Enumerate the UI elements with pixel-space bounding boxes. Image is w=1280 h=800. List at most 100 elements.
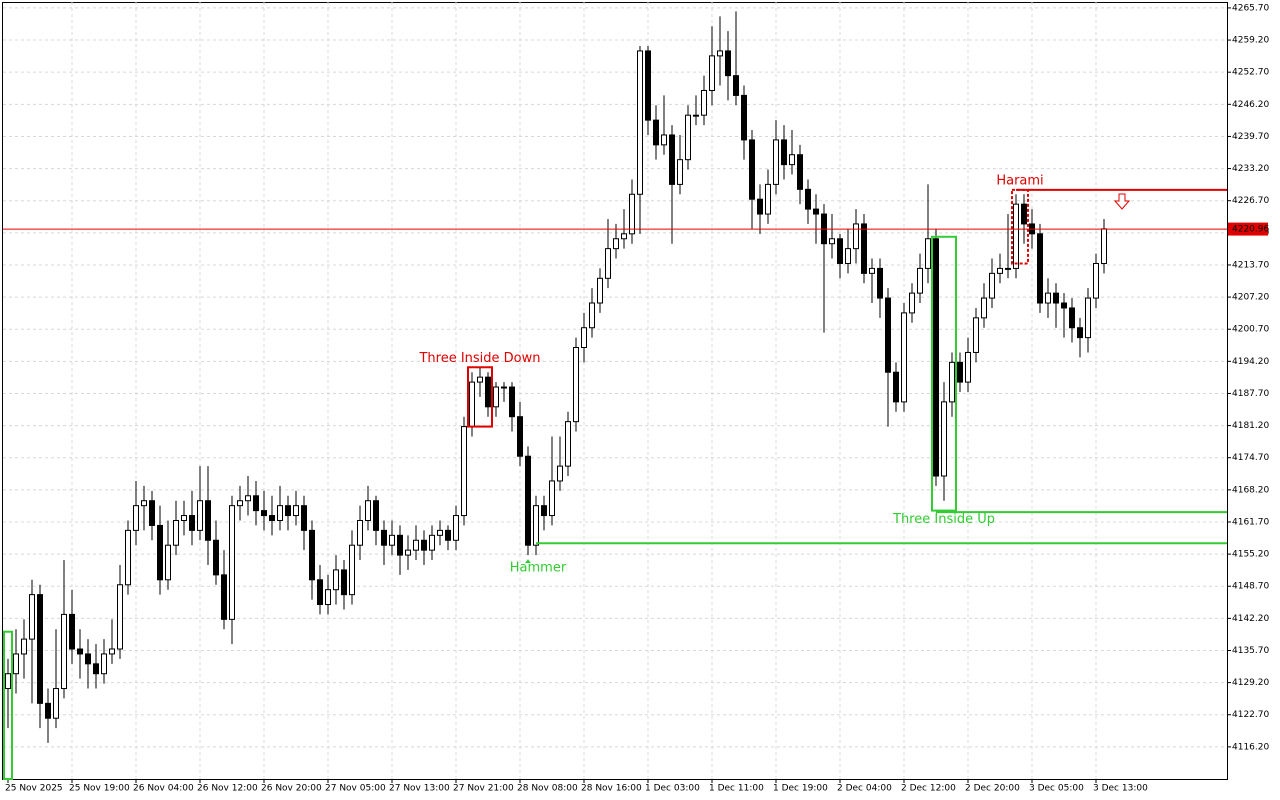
y-tick-label: 4174.70 bbox=[1232, 453, 1269, 463]
candle-body bbox=[269, 515, 275, 521]
candle-body bbox=[525, 455, 531, 546]
candle-body bbox=[565, 421, 571, 467]
candle-body bbox=[381, 529, 387, 546]
pattern-box bbox=[467, 366, 493, 428]
candle-body bbox=[405, 549, 411, 556]
candle-body bbox=[461, 426, 467, 517]
candle-body bbox=[1045, 292, 1051, 304]
sell-arrow bbox=[1113, 193, 1131, 210]
candle-body bbox=[869, 267, 875, 274]
candle-body bbox=[21, 638, 27, 655]
candle-body bbox=[797, 154, 803, 190]
x-tick-label: 27 Nov 05:00 bbox=[325, 784, 386, 794]
x-tick-label: 3 Dec 13:00 bbox=[1093, 784, 1148, 794]
candle-body bbox=[885, 297, 891, 373]
candle-body bbox=[1013, 203, 1019, 269]
candle-body bbox=[125, 529, 131, 586]
x-tick-label: 27 Nov 13:00 bbox=[389, 784, 450, 794]
candle-body bbox=[373, 500, 379, 531]
x-tick-label: 26 Nov 20:00 bbox=[261, 784, 322, 794]
candle-body bbox=[173, 519, 179, 546]
pattern-label: Harami bbox=[996, 173, 1043, 188]
candle-body bbox=[717, 50, 723, 57]
candle-body bbox=[829, 238, 835, 245]
x-tick-label: 1 Dec 19:00 bbox=[773, 784, 828, 794]
candle-body bbox=[837, 238, 843, 264]
candle-body bbox=[1037, 233, 1043, 304]
candle-body bbox=[293, 505, 299, 517]
candle-body bbox=[773, 139, 779, 185]
candle-body bbox=[965, 351, 971, 383]
candle-body bbox=[1061, 302, 1067, 309]
candle-body bbox=[877, 267, 883, 299]
candle-body bbox=[61, 613, 67, 690]
candle-body bbox=[1093, 262, 1099, 299]
candle-body bbox=[1101, 228, 1107, 264]
candle-body bbox=[101, 653, 107, 675]
candle-body bbox=[29, 594, 35, 640]
y-tick-label: 4207.20 bbox=[1232, 293, 1269, 303]
plot-frame bbox=[2, 2, 1228, 780]
candle-body bbox=[141, 500, 147, 507]
y-tick-label: 4122.70 bbox=[1232, 710, 1269, 720]
y-tick-label: 4259.20 bbox=[1232, 36, 1269, 46]
y-tick-label: 4200.70 bbox=[1232, 325, 1269, 335]
candle-body bbox=[197, 500, 203, 531]
x-tick-label: 1 Dec 03:00 bbox=[645, 784, 700, 794]
candle-body bbox=[477, 376, 483, 383]
candle-body bbox=[597, 277, 603, 304]
candle-body bbox=[557, 465, 563, 482]
y-tick-label: 4265.70 bbox=[1232, 3, 1269, 13]
candle-body bbox=[109, 648, 115, 655]
candle-body bbox=[485, 376, 491, 408]
candle-body bbox=[77, 648, 83, 655]
y-tick-label: 4168.20 bbox=[1232, 485, 1269, 495]
candle-body bbox=[445, 529, 451, 541]
candle-body bbox=[69, 613, 75, 650]
y-tick-label: 4155.20 bbox=[1232, 550, 1269, 560]
candle-body bbox=[813, 208, 819, 215]
candle-body bbox=[861, 223, 867, 274]
candle-body bbox=[413, 539, 419, 551]
x-tick-label: 25 Nov 19:00 bbox=[69, 784, 130, 794]
candle-body bbox=[685, 114, 691, 161]
x-tick-label: 28 Nov 08:00 bbox=[517, 784, 578, 794]
candle-body bbox=[725, 50, 731, 77]
candle-body bbox=[437, 529, 443, 536]
pattern-box bbox=[931, 235, 957, 512]
candle-body bbox=[221, 574, 227, 620]
candle-body bbox=[181, 515, 187, 521]
candle-body bbox=[749, 139, 755, 200]
x-tick-label: 2 Dec 12:00 bbox=[901, 784, 956, 794]
y-tick-label: 4213.70 bbox=[1232, 260, 1269, 270]
candle-body bbox=[949, 361, 955, 403]
candle-body bbox=[341, 569, 347, 596]
candle-body bbox=[957, 361, 963, 383]
y-tick-label: 4194.20 bbox=[1232, 357, 1269, 367]
candle-body bbox=[709, 55, 715, 91]
x-tick-label: 26 Nov 12:00 bbox=[197, 784, 258, 794]
candle-body bbox=[613, 238, 619, 250]
x-tick-label: 28 Nov 16:00 bbox=[581, 784, 642, 794]
x-tick-label: 1 Dec 11:00 bbox=[709, 784, 764, 794]
y-tick-label: 4181.20 bbox=[1232, 421, 1269, 431]
last-price-box bbox=[1228, 222, 1268, 236]
candle-body bbox=[149, 500, 155, 526]
pattern-label: Three Inside Up bbox=[892, 512, 995, 527]
candle-body bbox=[741, 94, 747, 141]
candle-body bbox=[365, 500, 371, 521]
candle-body bbox=[309, 529, 315, 581]
candle-body bbox=[453, 515, 459, 541]
candle-body bbox=[517, 416, 523, 457]
candle-body bbox=[661, 134, 667, 146]
candle-body bbox=[421, 539, 427, 551]
candle-body bbox=[277, 505, 283, 521]
y-tick-label: 4187.70 bbox=[1232, 389, 1269, 399]
y-tick-label: 4252.70 bbox=[1232, 68, 1269, 78]
candle-body bbox=[509, 386, 515, 418]
candle-body bbox=[285, 505, 291, 517]
y-tick-label: 4161.70 bbox=[1232, 517, 1269, 527]
candle-body bbox=[581, 327, 587, 348]
candle-body bbox=[165, 544, 171, 581]
candle-body bbox=[853, 223, 859, 250]
